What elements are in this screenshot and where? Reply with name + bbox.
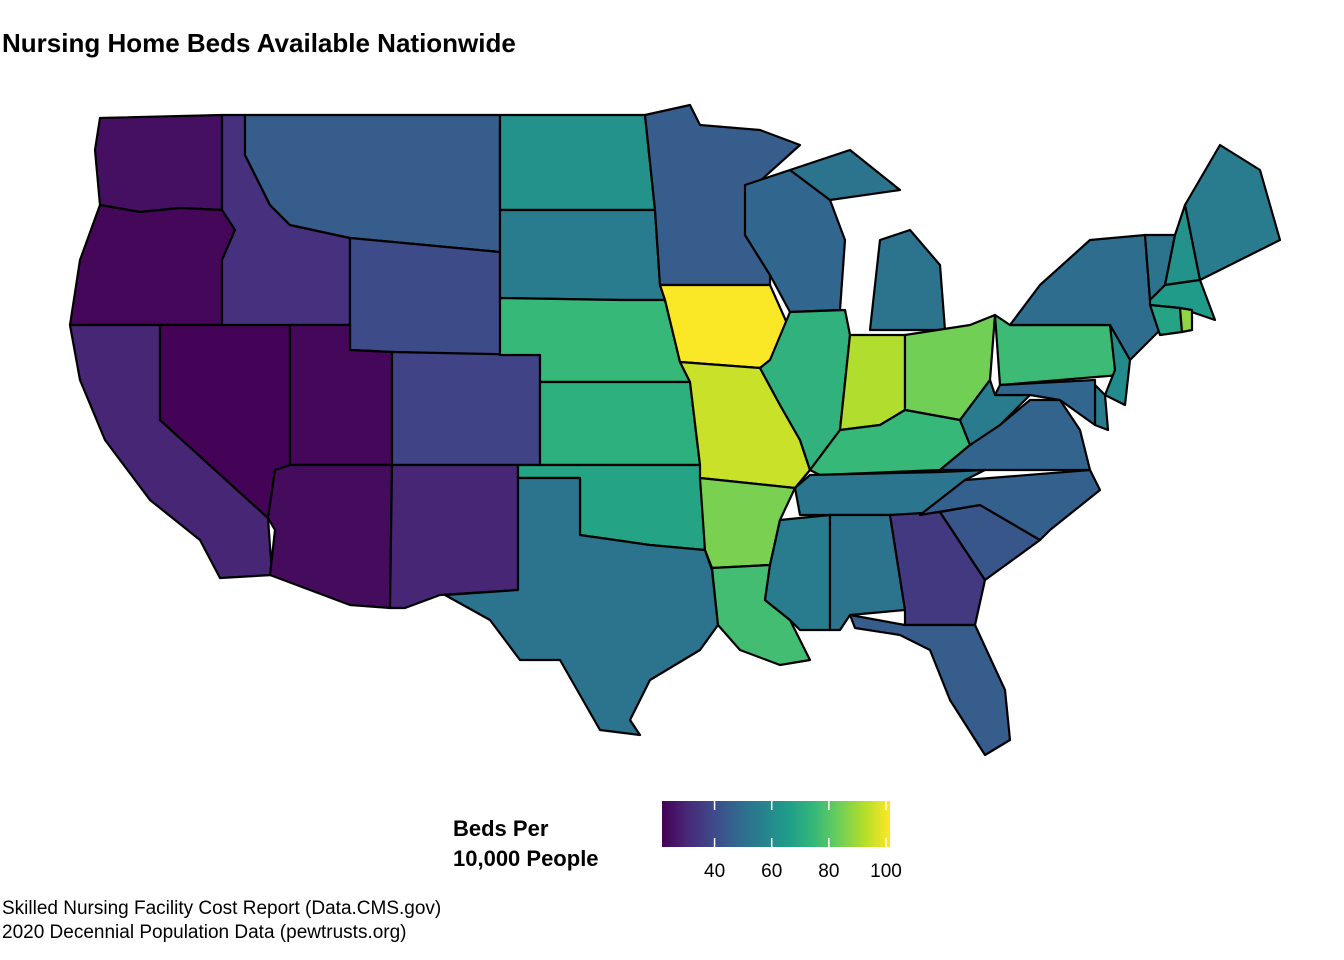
legend-title: Beds Per (453, 816, 549, 841)
colorbar-tick-label: 100 (870, 861, 902, 882)
state (390, 350, 542, 467)
state (1183, 143, 1282, 282)
state (1178, 306, 1194, 334)
chart-title: Nursing Home Beds Available Nationwide (2, 28, 516, 58)
caption: 2020 Decennial Population Data (pewtrust… (2, 922, 407, 943)
state (538, 380, 702, 467)
state (68, 203, 237, 327)
state (1103, 323, 1132, 407)
state (848, 613, 1012, 757)
state (93, 113, 224, 214)
state (758, 308, 852, 472)
state (498, 208, 667, 302)
state (388, 463, 520, 610)
states (68, 103, 1282, 757)
state (918, 468, 1102, 542)
state (348, 236, 502, 357)
state (993, 378, 1097, 427)
colorbar-tick-label: 40 (704, 861, 725, 882)
legend-title: 10,000 People (453, 846, 599, 871)
caption: Skilled Nursing Facility Cost Report (Da… (2, 898, 441, 919)
state (266, 463, 394, 610)
colorbar (662, 801, 890, 847)
state (658, 283, 792, 370)
state (443, 476, 720, 737)
colorbar-tick-label: 60 (761, 861, 782, 882)
state (498, 113, 657, 212)
colorbar-tick-label: 80 (818, 861, 839, 882)
